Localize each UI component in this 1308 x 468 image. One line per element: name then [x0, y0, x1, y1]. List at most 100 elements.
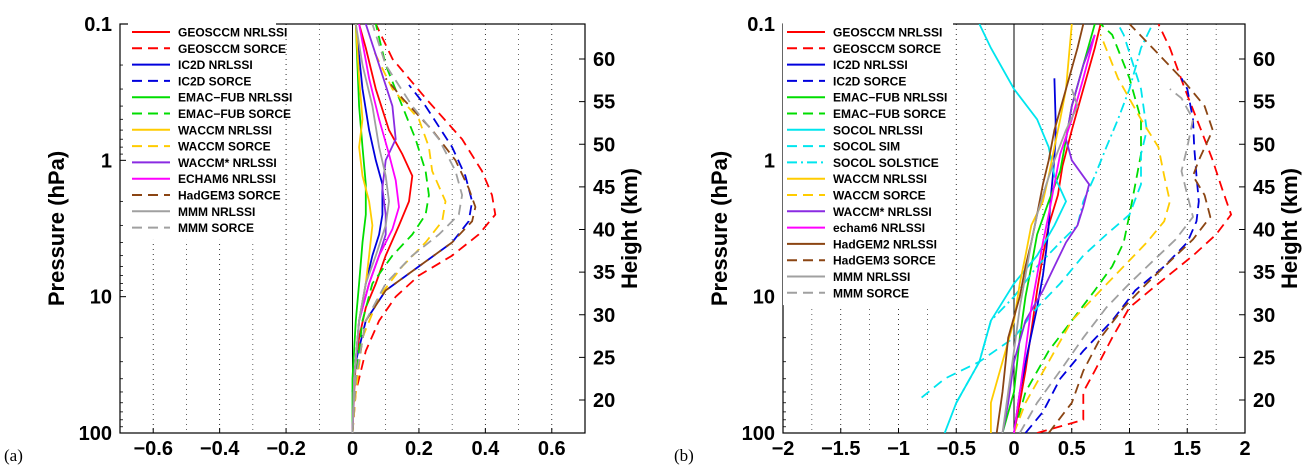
legend-label: IC2D NRLSSI [833, 58, 908, 72]
series-line-mmm-nrlssi [1001, 88, 1079, 433]
x-tick-label: −1 [887, 438, 910, 460]
series-group [921, 24, 1233, 433]
y-axis-label-left: Pressure (hPa) [707, 151, 732, 306]
legend-label: SOCOL SIM [833, 140, 900, 154]
legend-label: EMAC−FUB SORCE [833, 107, 946, 121]
legend-label: echam6 NRLSSI [833, 221, 925, 235]
y-tick-label-height: 40 [1253, 220, 1275, 242]
y-tick-label-pressure: 1 [101, 150, 112, 172]
chart-panel-b: −2 −1.5 −1 −0.5 0 0.5 1 1.5 2 0.1 1 10 100 20 25 30 35 40… [674, 14, 1302, 465]
y-tick-label-height: 50 [1253, 134, 1275, 156]
series-line-waccm-nrlssi [990, 24, 1073, 433]
legend-label: MMM SORCE [833, 286, 909, 300]
legend-label: GEOSCCM SORCE [178, 42, 286, 56]
y-tick-label-height: 30 [1253, 305, 1275, 327]
series-line-waccm-sorce [351, 47, 447, 433]
legend-label: SOCOL NRLSSI [833, 123, 923, 137]
legend-label: MMM NRLSSI [833, 270, 910, 284]
legend-label: IC2D SORCE [178, 74, 251, 88]
legend-label: GEOSCCM NRLSSI [178, 26, 287, 40]
x-tick-label: −2 [772, 438, 795, 460]
y-tick-label-height: 25 [1253, 347, 1275, 369]
y-tick-label-height: 60 [593, 49, 615, 71]
legend-label: SOCOL SOLSTICE [833, 156, 939, 170]
legend-label: EMAC−FUB NRLSSI [833, 91, 947, 105]
legend-label: MMM NRLSSI [178, 205, 255, 219]
y-tick-label-pressure: 0.1 [747, 14, 775, 36]
x-tick-label: −0.2 [266, 438, 305, 460]
legend-label: IC2D SORCE [833, 74, 906, 88]
series-line-geosccm-nrlssi [1013, 24, 1102, 433]
y-tick-label-height: 20 [1253, 390, 1275, 412]
legend-label: WACCM SORCE [178, 140, 271, 154]
legend-label: WACCM NRLSSI [833, 172, 927, 186]
x-tick-label: 0.6 [538, 438, 566, 460]
series-line-hadgem3-sorce [1047, 24, 1214, 433]
y-tick-label-height: 55 [593, 92, 615, 114]
series-line-waccm-nrlssi [1001, 34, 1096, 433]
legend-label: WACCM* NRLSSI [833, 205, 932, 219]
x-tick-label: 0.5 [1058, 438, 1086, 460]
legend-label: WACCM NRLSSI [178, 123, 272, 137]
legend-box [783, 22, 953, 306]
x-tick-label: 1.5 [1173, 438, 1201, 460]
series-line-emac-fub-sorce [1013, 24, 1142, 433]
y-tick-label-height: 20 [593, 390, 615, 412]
series-line-geosccm-sorce [1036, 24, 1233, 433]
y-tick-label-height: 45 [593, 177, 615, 199]
y-tick-label-height: 40 [593, 220, 615, 242]
x-tick-label: 0 [1008, 438, 1019, 460]
y-tick-label-height: 60 [1253, 49, 1275, 71]
legend-box [128, 22, 276, 240]
legend-label: IC2D NRLSSI [178, 58, 253, 72]
legend: GEOSCCM NRLSSI GEOSCCM SORCE IC2D NRLSSI IC… [783, 22, 953, 306]
y-axis-label-right: Height (km) [617, 168, 642, 289]
y-tick-label-height: 50 [593, 134, 615, 156]
x-tick-label: −0.4 [200, 438, 240, 460]
x-tick-label: −1.5 [821, 438, 860, 460]
series-line-socol-solstice [955, 24, 1154, 404]
y-tick-label-height: 35 [593, 262, 615, 284]
legend-label: HadGEM2 NRLSSI [833, 237, 937, 251]
legend-label: EMAC−FUB NRLSSI [178, 91, 292, 105]
legend-label: GEOSCCM SORCE [833, 42, 941, 56]
x-tick-label: 2 [1239, 438, 1250, 460]
y-tick-label-pressure: 0.1 [84, 14, 112, 36]
series-group [351, 24, 497, 433]
series-line-emac-fub-sorce [351, 24, 430, 433]
y-tick-label-pressure: 100 [79, 423, 112, 445]
y-tick-label-pressure: 1 [764, 150, 775, 172]
legend-label: MMM SORCE [178, 221, 254, 235]
legend-label: HadGEM3 SORCE [833, 254, 936, 268]
y-tick-label-pressure: 100 [742, 423, 775, 445]
panel-label: (b) [674, 446, 694, 465]
y-tick-label-height: 30 [593, 305, 615, 327]
series-line-geosccm-sorce [351, 24, 497, 433]
legend-label: WACCM* NRLSSI [178, 156, 277, 170]
legend-label: ECHAM6 NRLSSI [178, 172, 276, 186]
series-line-ic2d-nrlssi [1013, 78, 1057, 433]
series-line-waccm-sorce [1013, 34, 1171, 433]
series-line-mmm-sorce [1019, 88, 1194, 433]
x-tick-label: 0 [347, 438, 358, 460]
y-tick-label-height: 45 [1253, 177, 1275, 199]
y-tick-label-pressure: 10 [753, 287, 775, 309]
legend-label: HadGEM3 SORCE [178, 189, 281, 203]
y-axis-label-right: Height (km) [1277, 168, 1302, 289]
series-line-ic2d-sorce [1024, 77, 1200, 433]
series-line-mmm-sorce [351, 24, 464, 433]
y-axis-label-left: Pressure (hPa) [44, 151, 69, 306]
panel-label: (a) [4, 446, 23, 465]
x-tick-label: 1 [1124, 438, 1135, 460]
legend: GEOSCCM NRLSSI GEOSCCM SORCE IC2D NRLSSI IC… [128, 22, 292, 240]
legend-label: WACCM SORCE [833, 189, 926, 203]
x-tick-label: −0.6 [133, 438, 172, 460]
y-tick-label-pressure: 10 [90, 287, 112, 309]
y-tick-label-height: 25 [593, 347, 615, 369]
y-tick-label-height: 35 [1253, 262, 1275, 284]
y-tick-label-height: 55 [1253, 92, 1275, 114]
x-tick-label: −0.5 [937, 438, 976, 460]
x-tick-label: 0.2 [405, 438, 433, 460]
chart-panel-a: −0.6 −0.4 −0.2 0 0.2 0.4 0.6 0.1 1 10 100 20 25 30 35 4… [4, 14, 642, 465]
